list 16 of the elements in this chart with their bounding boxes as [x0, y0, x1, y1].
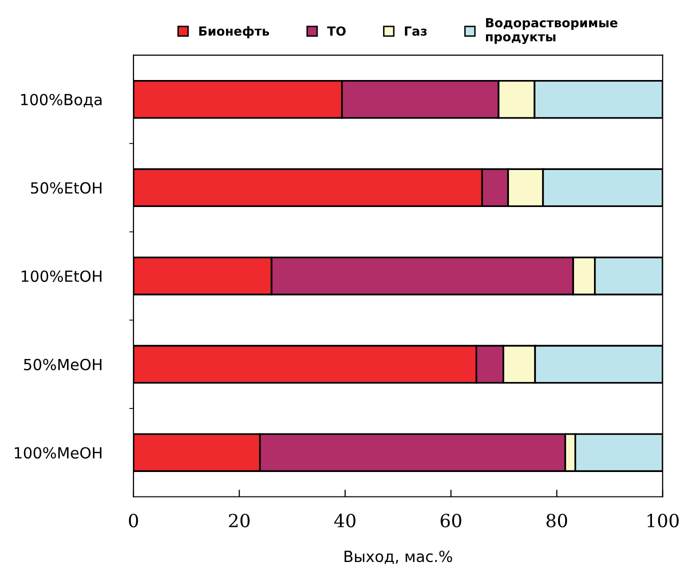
x-tick-label: 20	[229, 514, 250, 528]
x-tick-label: 0	[128, 514, 138, 528]
legend-label: ТО	[327, 26, 346, 36]
y-tick-label: 100%MeOH	[14, 447, 102, 459]
y-tick-label: 100%Вода	[21, 94, 102, 108]
x-axis-title: Выход, мас.%	[344, 550, 452, 564]
legend-label: Водорастворимые продукты	[486, 18, 618, 44]
y-tick-label: 50%MeOH	[24, 358, 102, 370]
y-tick-label: 50%EtOH	[30, 182, 102, 194]
legend-label: Газ	[404, 26, 427, 36]
x-tick-label: 40	[334, 514, 356, 528]
y-tick-label: 100%EtOH	[22, 270, 102, 282]
x-tick-label: 60	[440, 514, 462, 528]
legend-label: Бионефть	[199, 26, 270, 38]
x-tick-label: 100	[648, 514, 679, 528]
x-tick-label: 80	[546, 514, 568, 528]
